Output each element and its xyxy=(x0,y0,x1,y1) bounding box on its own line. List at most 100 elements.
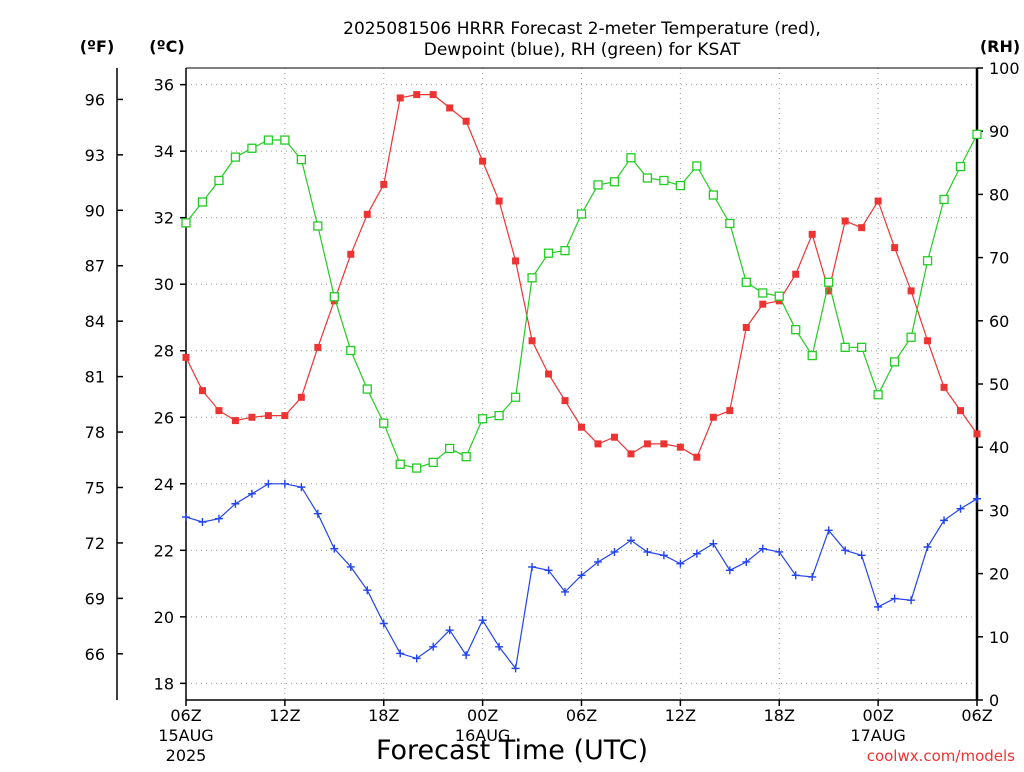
data-point-marker xyxy=(676,443,684,451)
text-layer: 18 20 22 24 26 28 30 32 34 36 66 69 72 75 78 81 84 87 90 93… xyxy=(80,19,1020,766)
data-point-marker xyxy=(346,345,356,356)
celsius-tick-label: 20 xyxy=(154,608,174,627)
data-point-marker xyxy=(973,494,981,503)
data-point-marker xyxy=(182,513,190,522)
data-point-marker xyxy=(330,544,339,553)
data-point-marker xyxy=(824,526,833,535)
series-layer xyxy=(181,91,982,673)
data-point-marker xyxy=(280,135,290,145)
data-point-marker xyxy=(858,224,866,232)
data-point-marker xyxy=(510,392,521,402)
x-date-label: 15AUG xyxy=(158,726,213,745)
x-tick-label: 00Z xyxy=(862,706,893,725)
data-point-marker xyxy=(593,557,602,566)
data-point-marker xyxy=(462,651,471,660)
data-point-marker xyxy=(940,383,948,391)
data-point-marker xyxy=(281,412,289,420)
data-point-marker xyxy=(280,479,289,488)
fahrenheit-tick-label: 78 xyxy=(85,423,105,442)
axes-layer xyxy=(116,67,983,706)
data-point-marker xyxy=(545,370,553,378)
data-point-marker xyxy=(428,457,438,468)
data-point-marker xyxy=(346,562,355,571)
data-point-marker xyxy=(973,430,981,438)
rh-tick-label: 90 xyxy=(989,122,1009,141)
data-point-marker xyxy=(214,514,223,523)
data-point-marker xyxy=(527,273,537,283)
data-point-marker xyxy=(725,566,734,575)
data-point-marker xyxy=(297,393,305,401)
fahrenheit-tick-label: 96 xyxy=(85,90,105,109)
fahrenheit-tick-label: 81 xyxy=(85,368,105,387)
data-point-marker xyxy=(610,433,618,441)
fahrenheit-tick-label: 90 xyxy=(85,201,105,220)
x-date-label: 17AUG xyxy=(850,726,905,745)
rh-tick-label: 80 xyxy=(989,185,1009,204)
data-point-marker xyxy=(791,324,801,335)
data-point-marker xyxy=(708,190,718,200)
data-point-marker xyxy=(840,342,850,352)
data-point-marker xyxy=(891,244,899,252)
data-point-marker xyxy=(890,594,899,603)
data-point-marker xyxy=(215,407,223,415)
celsius-tick-label: 36 xyxy=(154,76,174,95)
data-point-marker xyxy=(231,499,240,508)
data-point-marker xyxy=(940,516,949,525)
data-point-marker xyxy=(972,129,982,140)
data-point-marker xyxy=(874,602,883,611)
x-date-label: 16AUG xyxy=(455,726,510,745)
celsius-tick-label: 18 xyxy=(154,674,174,693)
data-point-marker xyxy=(643,547,652,556)
data-point-marker xyxy=(231,417,239,425)
x-tick-label: 00Z xyxy=(467,706,498,725)
chart-title-line-2: Dewpoint (blue), RH (green) for KSAT xyxy=(424,40,741,60)
data-point-marker xyxy=(808,572,817,581)
data-point-marker xyxy=(477,414,488,424)
data-point-marker xyxy=(775,297,783,305)
data-point-marker xyxy=(741,277,751,287)
rh-tick-label: 0 xyxy=(989,691,999,710)
data-point-marker xyxy=(561,587,570,596)
data-point-marker xyxy=(841,546,850,555)
x-year-label: 2025 xyxy=(166,746,207,765)
data-point-marker xyxy=(363,586,372,595)
chart-title-line-1: 2025081506 HRRR Forecast 2-meter Tempera… xyxy=(343,19,821,39)
data-point-marker xyxy=(824,277,834,287)
data-point-marker xyxy=(594,440,602,448)
data-point-marker xyxy=(726,407,734,415)
data-point-marker xyxy=(576,209,587,219)
data-point-marker xyxy=(182,353,190,361)
celsius-tick-label: 30 xyxy=(154,275,174,294)
data-point-marker xyxy=(297,483,306,492)
data-point-marker xyxy=(659,175,669,186)
data-point-marker xyxy=(578,423,585,431)
data-point-marker xyxy=(560,245,570,256)
fahrenheit-tick-label: 84 xyxy=(85,312,105,331)
data-point-marker xyxy=(692,549,701,558)
data-point-marker xyxy=(396,94,404,102)
x-tick-label: 06Z xyxy=(170,706,201,725)
rh-tick-label: 50 xyxy=(989,375,1009,394)
rh-unit-label: (RH) xyxy=(980,37,1020,56)
celsius-tick-label: 24 xyxy=(154,475,174,494)
data-point-marker xyxy=(758,288,768,298)
series-rh xyxy=(181,129,982,473)
data-point-marker xyxy=(775,547,784,556)
data-point-marker xyxy=(774,291,784,301)
data-point-marker xyxy=(873,390,883,400)
fahrenheit-tick-label: 66 xyxy=(85,645,105,664)
data-point-marker xyxy=(413,91,421,99)
celsius-unit-label: (ºC) xyxy=(149,37,184,56)
data-point-marker xyxy=(198,387,206,395)
data-point-marker xyxy=(362,384,372,394)
data-point-marker xyxy=(856,342,867,352)
data-point-marker xyxy=(396,649,405,658)
data-point-marker xyxy=(907,287,915,295)
x-axis-title: Forecast Time (UTC) xyxy=(376,735,648,766)
fahrenheit-unit-label: (ºF) xyxy=(80,37,115,56)
data-point-marker xyxy=(511,664,520,673)
data-point-marker xyxy=(939,194,949,205)
data-point-marker xyxy=(214,175,224,186)
data-point-marker xyxy=(461,452,471,462)
